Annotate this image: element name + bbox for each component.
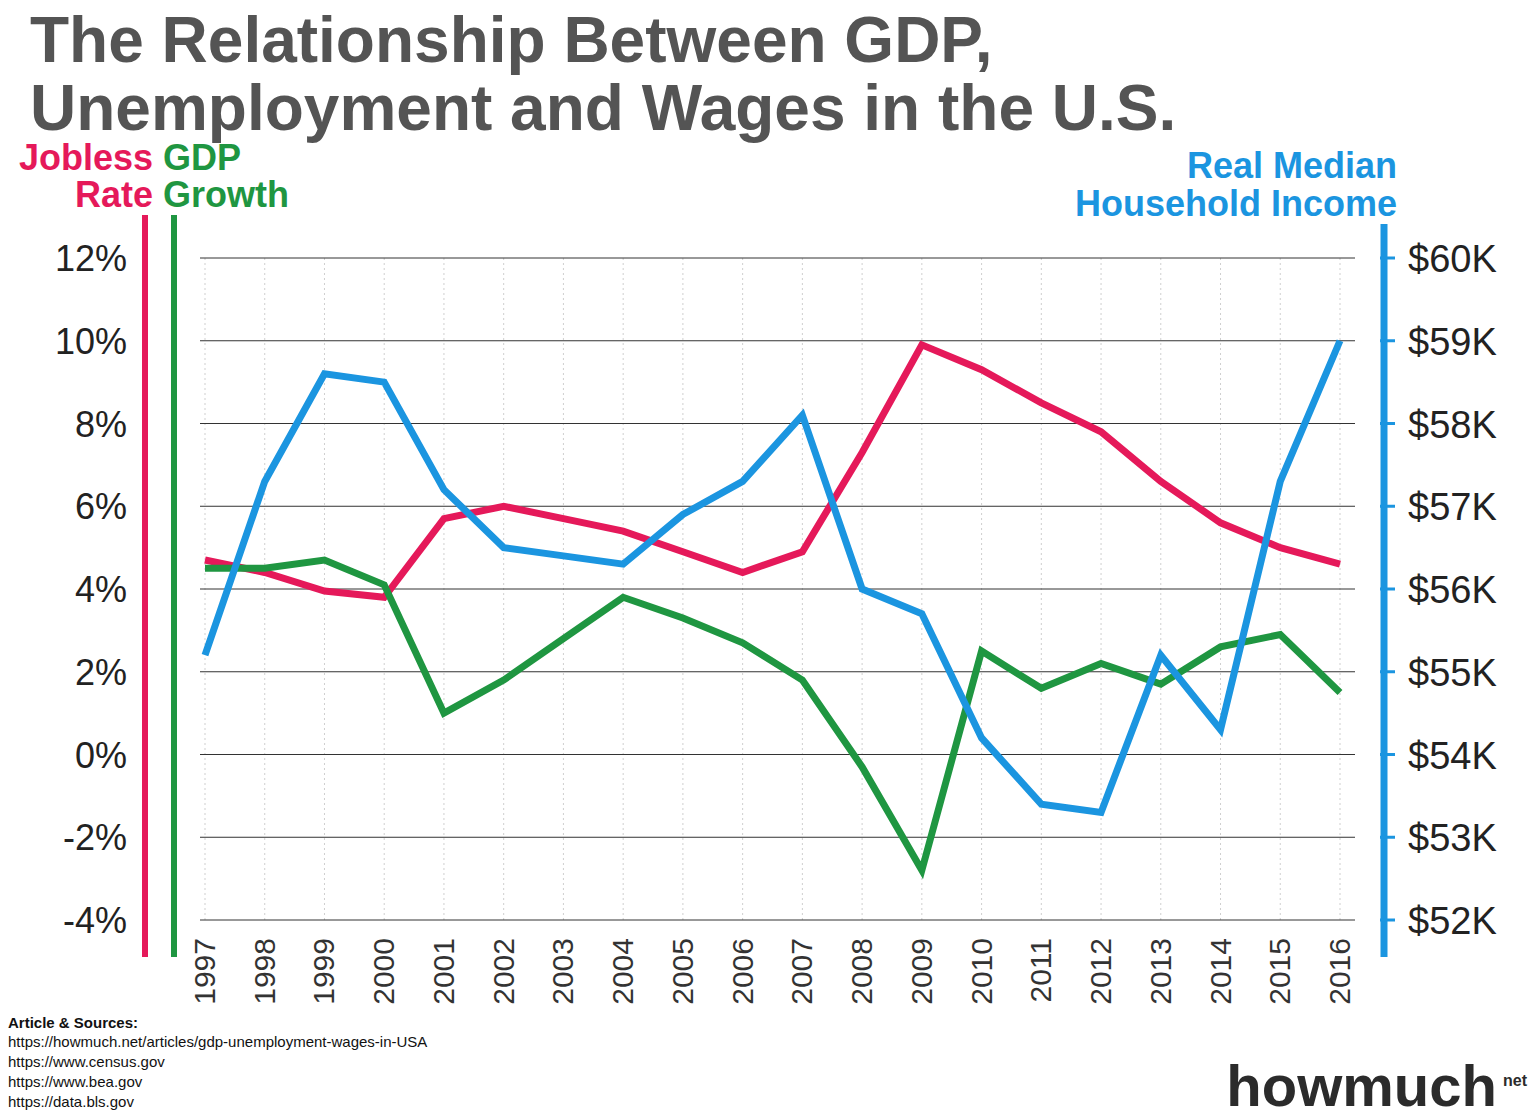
legend-line: GDP bbox=[163, 137, 241, 178]
x-tick-label: 2005 bbox=[666, 938, 699, 1005]
y2-tick bbox=[1380, 670, 1395, 673]
y2-tick bbox=[1380, 339, 1395, 342]
grid-line-y bbox=[200, 506, 1355, 507]
y2-tick bbox=[1380, 422, 1395, 425]
y2-tick-label: $52K bbox=[1408, 900, 1497, 942]
legend-entry: Real MedianHousehold Income bbox=[1075, 145, 1397, 224]
y2-tick-label: $57K bbox=[1408, 486, 1497, 528]
y2-tick bbox=[1380, 588, 1395, 591]
x-tick-label: 2016 bbox=[1323, 938, 1356, 1005]
y2-tick-label: $54K bbox=[1408, 735, 1497, 777]
source: https://data.bls.gov bbox=[8, 1093, 134, 1110]
grid-line-y bbox=[200, 258, 1355, 259]
grid-line-y bbox=[200, 589, 1355, 590]
y2-tick-label: $60K bbox=[1408, 238, 1497, 280]
x-tick-label: 2015 bbox=[1263, 938, 1296, 1005]
y2-tick bbox=[1380, 257, 1395, 260]
legend-entry: GDPGrowth bbox=[163, 137, 289, 215]
x-tick-label: 2004 bbox=[606, 938, 639, 1005]
source: https://howmuch.net/articles/gdp-unemplo… bbox=[8, 1033, 427, 1050]
sources-heading: Article & Sources: bbox=[8, 1014, 138, 1031]
x-tick-label: 2013 bbox=[1144, 938, 1177, 1005]
y2-tick-label: $55K bbox=[1408, 652, 1497, 694]
x-tick-label: 2008 bbox=[845, 938, 878, 1005]
series-group bbox=[205, 341, 1340, 871]
y2-tick-label: $59K bbox=[1408, 321, 1497, 363]
x-tick-label: 2000 bbox=[367, 938, 400, 1005]
x-tick-label: 1999 bbox=[307, 938, 340, 1005]
x-tick-label: 2011 bbox=[1024, 938, 1057, 1003]
x-tick-label: 2003 bbox=[546, 938, 579, 1005]
x-tick-label: 2002 bbox=[487, 938, 520, 1005]
series-line bbox=[205, 560, 1340, 870]
y-tick-label: -4% bbox=[63, 900, 127, 941]
grid-line-y bbox=[200, 423, 1355, 424]
y2-tick bbox=[1380, 919, 1395, 922]
x-tick-label: 2012 bbox=[1084, 938, 1117, 1005]
x-tick-label: 2010 bbox=[965, 938, 998, 1005]
x-tick-label: 2009 bbox=[905, 938, 938, 1005]
legend-entry: JoblessRate bbox=[19, 137, 153, 215]
y2-tick bbox=[1380, 505, 1395, 508]
legend-line: Growth bbox=[163, 174, 289, 215]
y-tick-label: 12% bbox=[55, 238, 127, 279]
x-tick-label: 2014 bbox=[1204, 938, 1237, 1005]
legend-line: Rate bbox=[75, 174, 153, 215]
y-tick-label: 6% bbox=[75, 486, 127, 527]
grid bbox=[200, 258, 1355, 920]
source: https://www.bea.gov bbox=[8, 1073, 143, 1090]
legend-line: Jobless bbox=[19, 137, 153, 178]
y2-tick-label: $56K bbox=[1408, 569, 1497, 611]
y-tick-label: 4% bbox=[75, 569, 127, 610]
legend-line: Household Income bbox=[1075, 183, 1397, 224]
chart: The Relationship Between GDP,Unemploymen… bbox=[0, 0, 1534, 1119]
title-line: The Relationship Between GDP, bbox=[30, 4, 993, 76]
legend-line: Real Median bbox=[1187, 145, 1397, 186]
grid-line-y bbox=[200, 920, 1355, 921]
logo-suffix: net bbox=[1503, 1072, 1528, 1089]
y-tick-label: 0% bbox=[75, 735, 127, 776]
logo: howmuch bbox=[1226, 1053, 1497, 1118]
y2-tick-label: $53K bbox=[1408, 817, 1497, 859]
x-tick-label: 2001 bbox=[427, 938, 460, 1005]
x-tick-label: 1997 bbox=[188, 938, 221, 1005]
x-tick-label: 2007 bbox=[785, 938, 818, 1005]
y-tick-label: 10% bbox=[55, 321, 127, 362]
y-tick-label: -2% bbox=[63, 817, 127, 858]
x-tick-label: 2006 bbox=[726, 938, 759, 1005]
axis-line bbox=[142, 215, 148, 957]
y2-tick-label: $58K bbox=[1408, 404, 1497, 446]
grid-line-y bbox=[200, 340, 1355, 341]
grid-line-y bbox=[200, 837, 1355, 838]
x-tick-label: 1998 bbox=[248, 938, 281, 1005]
title: The Relationship Between GDP,Unemploymen… bbox=[30, 4, 1176, 144]
y-tick-label: 8% bbox=[75, 404, 127, 445]
y-tick-label: 2% bbox=[75, 652, 127, 693]
title-line: Unemployment and Wages in the U.S. bbox=[30, 72, 1176, 144]
axis-line bbox=[171, 215, 177, 957]
y2-tick bbox=[1380, 836, 1395, 839]
y2-tick bbox=[1380, 753, 1395, 756]
source: https://www.census.gov bbox=[8, 1053, 165, 1070]
series-line bbox=[205, 341, 1340, 813]
grid-line-y bbox=[200, 754, 1355, 755]
